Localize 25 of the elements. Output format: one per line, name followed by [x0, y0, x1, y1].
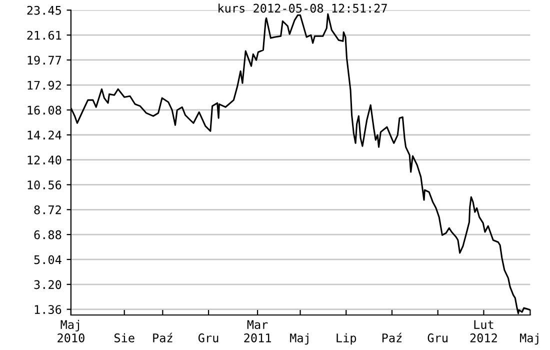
y-tick-label: 14.24 — [28, 130, 62, 140]
x-tick-label: Mar 2011 — [244, 320, 271, 342]
x-tick-label: Lut 2012 — [470, 320, 497, 342]
x-tick-label: Maj — [520, 333, 538, 345]
y-tick-label: 10.56 — [28, 180, 62, 190]
y-tick-label: 6.88 — [34, 230, 62, 240]
x-tick-label: Lip — [336, 333, 356, 345]
y-tick-label: 5.04 — [34, 255, 62, 264]
y-tick-label: 17.92 — [28, 80, 61, 90]
y-tick-label: 3.20 — [34, 280, 62, 290]
x-tick-label: Gru — [198, 333, 218, 342]
x-tick-label: Maj — [290, 333, 308, 345]
x-tick-label: Paź — [153, 332, 172, 342]
y-tick-label: 23.45 — [27, 6, 61, 15]
x-tick-label: Maj 2010 — [58, 320, 84, 342]
x-tick-label: Sie — [114, 333, 134, 342]
x-tick-label: Gru — [428, 333, 448, 342]
y-tick-label: 1.36 — [34, 305, 62, 314]
y-tick-label: 19.77 — [28, 56, 62, 65]
y-tick-label: 16.08 — [28, 106, 62, 115]
x-tick-label: Paź — [382, 332, 402, 342]
y-tick-label: 12.40 — [28, 156, 62, 164]
y-tick-label: 21.61 — [27, 30, 62, 40]
y-tick-label: 8.72 — [34, 205, 61, 214]
chart-title: kurs 2012-05-08 12:51:27 — [218, 4, 387, 13]
